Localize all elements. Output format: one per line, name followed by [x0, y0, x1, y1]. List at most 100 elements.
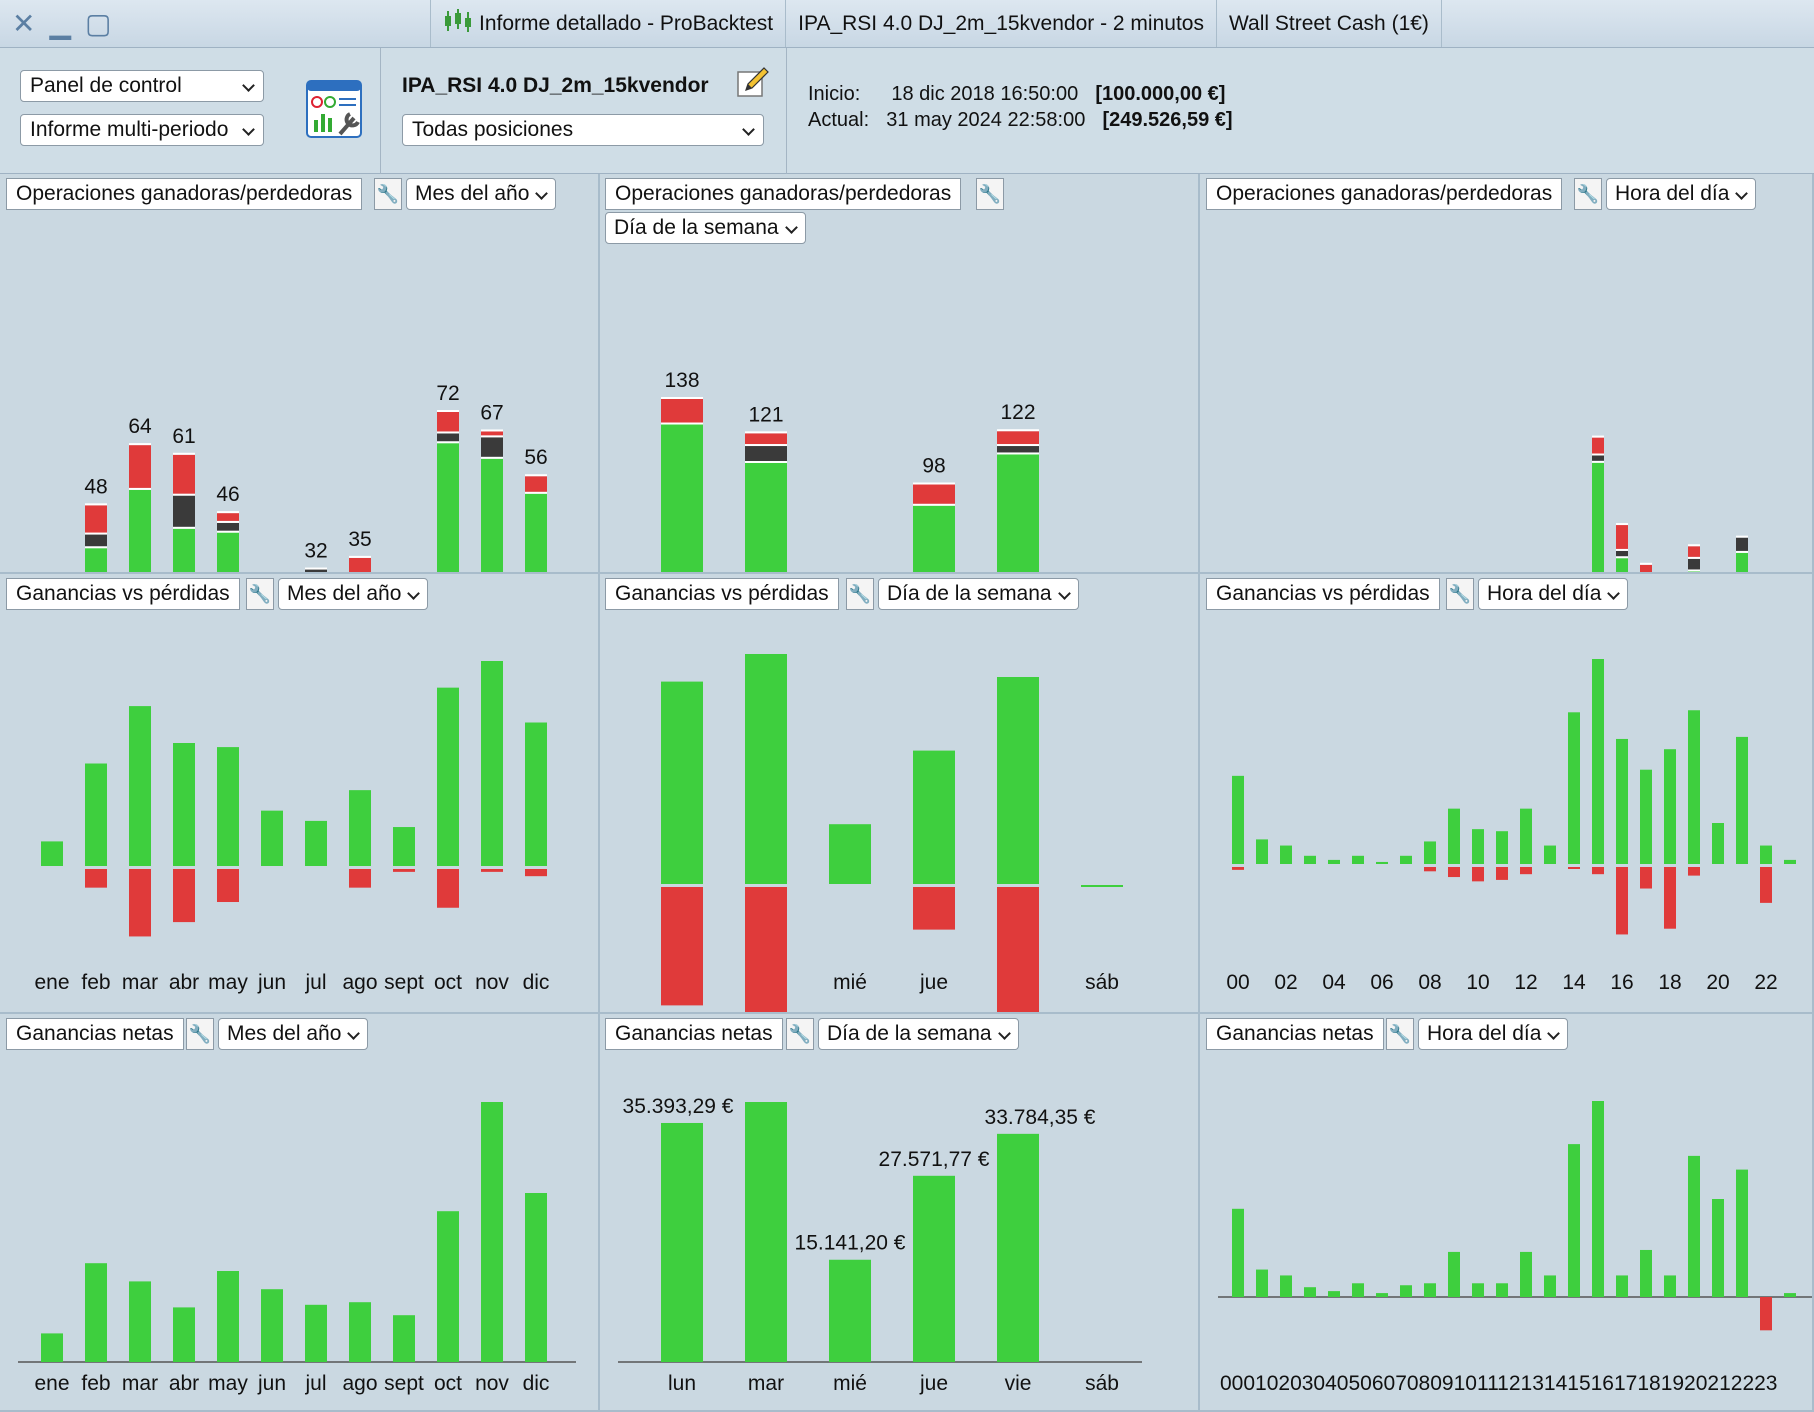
- bar: [829, 1259, 871, 1362]
- edit-pencil-icon[interactable]: [736, 66, 770, 100]
- bar: [1544, 1275, 1556, 1297]
- wrench-icon[interactable]: 🔧: [1574, 178, 1602, 210]
- wrench-icon[interactable]: 🔧: [976, 178, 1004, 210]
- bar-gain: [1784, 859, 1796, 864]
- toolbar-divider: [786, 48, 787, 174]
- report-settings-icon[interactable]: [306, 78, 364, 140]
- bar-loss: [1472, 867, 1484, 882]
- bar: [217, 1271, 239, 1362]
- bar-gain: [437, 687, 459, 866]
- bar-segment-gap: [173, 493, 195, 496]
- period-dropdown[interactable]: Día de la semana: [818, 1018, 1019, 1050]
- bar-gain: [1352, 855, 1364, 864]
- x-tick-label: feb: [81, 1372, 110, 1395]
- x-tick-label: jun: [257, 1372, 286, 1395]
- wrench-icon[interactable]: 🔧: [186, 1018, 214, 1050]
- bar: [1280, 1275, 1292, 1297]
- bar: [745, 1102, 787, 1362]
- bar-value-label: 27.571,77 €: [879, 1148, 990, 1171]
- period-dropdown[interactable]: Hora del día: [1418, 1018, 1569, 1050]
- x-tick-label: dic: [523, 971, 550, 994]
- x-tick-label: jul: [304, 1372, 326, 1395]
- report-select[interactable]: Informe multi-periodo: [20, 114, 264, 146]
- bar-gain: [1592, 659, 1604, 864]
- bar-loss-segment: [913, 484, 955, 504]
- wrench-icon[interactable]: 🔧: [786, 1018, 814, 1050]
- bar-win-segment: [745, 462, 787, 572]
- bar-win-segment: [129, 489, 151, 572]
- bar: [997, 1133, 1039, 1362]
- close-icon[interactable]: ✕: [12, 7, 36, 39]
- start-label: Inicio:: [808, 83, 861, 105]
- x-tick-label: 00: [1226, 971, 1249, 994]
- bar-total-label: 35: [348, 528, 371, 551]
- chart-net-hour: 0001020304050607080910111213141516171819…: [1218, 1101, 1812, 1395]
- tab-instrument[interactable]: Wall Street Cash (1€): [1215, 0, 1441, 47]
- bar: [1256, 1269, 1268, 1297]
- bar-gain: [1760, 845, 1772, 864]
- period-dropdown[interactable]: Día de la semana: [878, 578, 1079, 610]
- bar: [173, 1307, 195, 1362]
- wrench-icon[interactable]: 🔧: [374, 178, 402, 210]
- period-dropdown[interactable]: Día de la semana: [605, 212, 806, 244]
- bar: [1736, 1169, 1748, 1297]
- bar: [1400, 1285, 1412, 1297]
- bar-value-label: 15.141,20 €: [795, 1232, 906, 1255]
- period-dropdown[interactable]: Mes del año: [278, 578, 429, 610]
- bar-loss: [997, 887, 1039, 1012]
- current-row: Actual: 31 may 2024 22:58:00 [249.526,59…: [808, 109, 1233, 132]
- period-dropdown[interactable]: Mes del año: [406, 178, 557, 210]
- tab-end: [1440, 0, 1481, 47]
- bar-total-label: 48: [84, 475, 107, 498]
- bar-segment-gap: [1736, 550, 1748, 553]
- panel-ops-weekday: lunmarmiéjueviesáb13812142981221 Operaci…: [600, 174, 1200, 574]
- bar-segment-gap: [525, 491, 547, 494]
- x-tick-label: ene: [34, 971, 69, 994]
- bar-gain: [1520, 808, 1532, 864]
- bar: [1448, 1251, 1460, 1297]
- bar-loss: [349, 869, 371, 888]
- bar: [1232, 1208, 1244, 1297]
- x-tick-label: 16: [1610, 971, 1633, 994]
- bar-win-segment: [217, 532, 239, 572]
- bar: [1376, 1293, 1388, 1297]
- x-tick-label: mar: [122, 971, 158, 994]
- bar-neutral-segment: [85, 534, 107, 547]
- period-dropdown[interactable]: Hora del día: [1478, 578, 1629, 610]
- x-tick-label: sept: [384, 1372, 424, 1395]
- bar-loss-segment: [1640, 564, 1652, 572]
- bar-loss: [1640, 867, 1652, 889]
- panel-title: Ganancias netas: [6, 1018, 184, 1050]
- wrench-icon[interactable]: 🔧: [846, 578, 874, 610]
- x-tick-label: mar: [748, 1372, 784, 1395]
- view-select[interactable]: Panel de control: [20, 70, 264, 102]
- bar-loss: [1496, 867, 1508, 880]
- positions-select[interactable]: Todas posiciones: [402, 114, 764, 146]
- x-tick-label: 12: [1514, 971, 1537, 994]
- minimize-icon[interactable]: ▁: [49, 7, 72, 39]
- bar: [393, 1315, 415, 1362]
- bar-loss-segment: [745, 433, 787, 445]
- wrench-icon[interactable]: 🔧: [1386, 1018, 1414, 1050]
- tab-strategy[interactable]: IPA_RSI 4.0 DJ_2m_15kvendor - 2 minutos: [785, 0, 1216, 47]
- bar-neutral-segment: [745, 446, 787, 461]
- x-tick-label: jue: [919, 971, 948, 994]
- wrench-icon[interactable]: 🔧: [246, 578, 274, 610]
- current-label: Actual:: [808, 109, 870, 131]
- x-tick-label: mié: [833, 1372, 867, 1395]
- bar-loss-segment: [129, 445, 151, 488]
- wrench-icon[interactable]: 🔧: [1446, 578, 1474, 610]
- bar-segment-gap: [745, 460, 787, 463]
- maximize-icon[interactable]: ▢: [85, 7, 112, 39]
- panel-gvp-month: ene feb mar abr may jun jul ago sept oct nov dic Ga…: [0, 574, 600, 1014]
- x-tick-label: ago: [342, 1372, 377, 1395]
- bar-total-label: 46: [216, 483, 239, 506]
- x-tick-label: ene: [34, 1372, 69, 1395]
- period-dropdown[interactable]: Mes del año: [218, 1018, 369, 1050]
- bar-neutral-segment: [437, 433, 459, 442]
- tab-report[interactable]: Informe detallado - ProBacktest: [430, 0, 785, 47]
- bar-loss: [745, 887, 787, 1012]
- bar: [1568, 1144, 1580, 1297]
- period-dropdown[interactable]: Hora del día: [1606, 178, 1757, 210]
